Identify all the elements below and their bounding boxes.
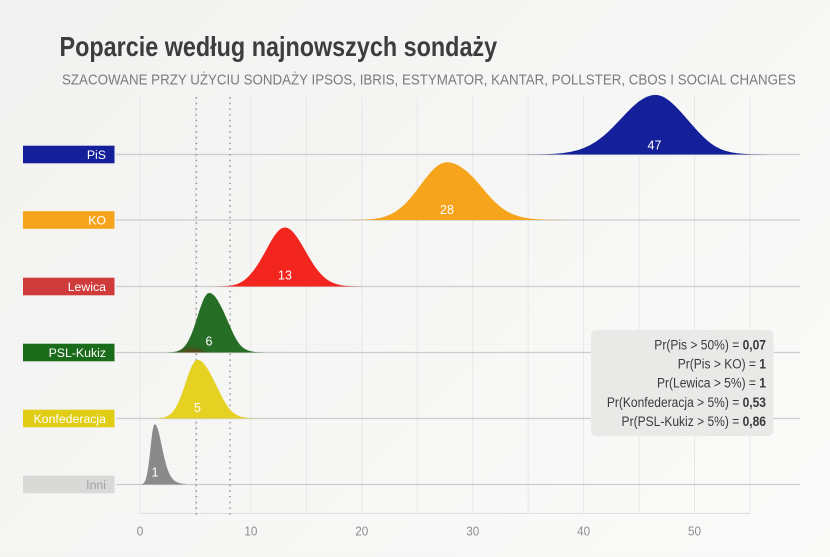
svg-text:30: 30 xyxy=(466,524,479,539)
svg-text:50: 50 xyxy=(688,524,701,539)
svg-text:Lewica: Lewica xyxy=(68,280,106,294)
svg-text:1: 1 xyxy=(152,466,159,480)
svg-text:Pr(Pis > 50%) = 0,07: Pr(Pis > 50%) = 0,07 xyxy=(654,337,766,353)
svg-text:0: 0 xyxy=(137,524,144,539)
svg-text:47: 47 xyxy=(648,139,662,153)
svg-text:6: 6 xyxy=(206,335,213,349)
svg-text:PiS: PiS xyxy=(87,148,106,162)
svg-text:13: 13 xyxy=(278,269,292,283)
svg-text:Pr(Pis > KO) = 1: Pr(Pis > KO) = 1 xyxy=(678,356,766,372)
svg-text:SZACOWANE PRZY UŻYCIU SONDAŻY: SZACOWANE PRZY UŻYCIU SONDAŻY IPSOS, IBR… xyxy=(62,70,796,89)
svg-text:Konfederacja: Konfederacja xyxy=(34,412,107,426)
svg-text:KO: KO xyxy=(88,214,106,228)
svg-text:10: 10 xyxy=(244,524,257,539)
svg-text:28: 28 xyxy=(440,203,454,217)
svg-text:Inni: Inni xyxy=(86,478,106,492)
svg-text:PSL-Kukiz: PSL-Kukiz xyxy=(49,346,106,360)
svg-text:Pr(Konfederacja > 5%) = 0,53: Pr(Konfederacja > 5%) = 0,53 xyxy=(607,394,766,410)
svg-text:Pr(Lewica > 5%) = 1: Pr(Lewica > 5%) = 1 xyxy=(657,375,766,391)
svg-text:40: 40 xyxy=(577,524,590,539)
svg-text:20: 20 xyxy=(355,524,368,539)
svg-text:Pr(PSL-Kukiz > 5%) = 0,86: Pr(PSL-Kukiz > 5%) = 0,86 xyxy=(622,413,766,429)
svg-text:5: 5 xyxy=(194,401,201,415)
svg-text:Poparcie według najnowszych so: Poparcie według najnowszych sondaży xyxy=(60,32,498,62)
